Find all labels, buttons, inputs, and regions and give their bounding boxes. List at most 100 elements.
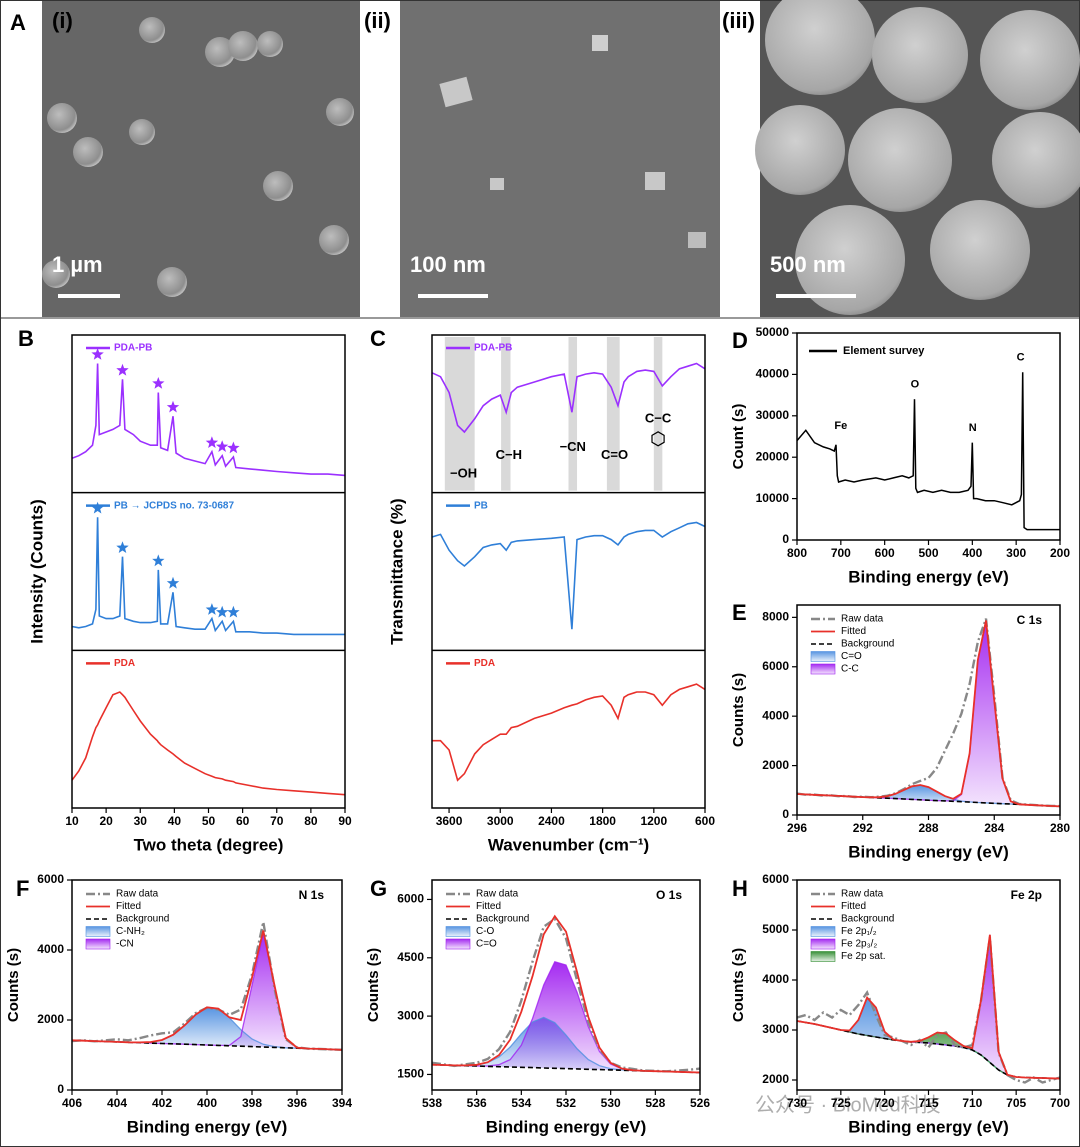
legend-label: C-NH₂ [116, 926, 145, 937]
y-tick-label: 1500 [397, 1067, 424, 1081]
particle [47, 103, 77, 133]
particle [848, 108, 952, 212]
legend-label: Element survey [843, 345, 925, 357]
highlight-band [606, 337, 620, 491]
x-tick-label: 394 [332, 1096, 352, 1110]
component-shading [797, 620, 1060, 807]
peak-marker [116, 363, 129, 376]
peak-marker [91, 348, 104, 360]
y-tick-label: 4000 [37, 942, 64, 956]
legend-label: -CN [116, 939, 134, 950]
x-axis-label: Binding energy (eV) [848, 1117, 1009, 1136]
y-tick-label: 3000 [397, 1008, 424, 1022]
x-tick-label: 526 [690, 1096, 710, 1110]
x-axis-label: Binding energy (eV) [848, 842, 1009, 861]
component-line [796, 620, 1061, 808]
panel-label: E [732, 600, 747, 625]
component-shading [797, 934, 1060, 1079]
plot-frame [71, 879, 343, 1091]
particle [872, 7, 968, 103]
series-line [431, 521, 706, 630]
x-tick-label: 538 [422, 1096, 442, 1110]
component-shading [432, 961, 700, 1073]
image-label: (i) [52, 8, 73, 33]
x-tick-label: 70 [270, 814, 284, 828]
x-tick-label: 720 [875, 1096, 895, 1110]
panel-label: D [732, 328, 748, 353]
panel-label: F [16, 876, 29, 901]
particle [139, 17, 165, 43]
legend-label: PDA-PB [114, 343, 152, 354]
x-tick-label: 40 [168, 814, 182, 828]
x-tick-label: 396 [287, 1096, 307, 1110]
spectrum-label: N 1s [299, 888, 325, 902]
scale-bar-label: 500 nm [770, 252, 846, 277]
y-tick-label: 20000 [756, 449, 790, 463]
peak-annotation: C−C [645, 410, 672, 425]
legend-swatch [810, 651, 836, 662]
x-tick-label: 20 [99, 814, 113, 828]
plot-frame [71, 334, 346, 809]
scale-bar-label: 1 µm [52, 252, 103, 277]
legend-label: Fe 2p sat. [841, 951, 885, 962]
y-tick-label: 6000 [37, 872, 64, 886]
x-tick-label: 536 [467, 1096, 487, 1110]
legend-swatch [445, 926, 471, 937]
x-tick-label: 700 [1050, 1096, 1070, 1110]
crystal [645, 172, 665, 190]
peak-annotation: C=O [601, 447, 628, 462]
y-axis-label: Count (s) [730, 404, 747, 470]
sem-image-iii: 500 nm (iii) [722, 0, 1080, 317]
legend-swatch [85, 926, 111, 937]
series-line [431, 362, 706, 434]
legend-label: PB → JCPDS no. 73-0687 [114, 500, 234, 511]
fit-line [796, 620, 1061, 808]
x-tick-label: 710 [962, 1096, 982, 1110]
peak-annotation: C [1017, 352, 1025, 364]
fit-line [431, 914, 701, 1074]
legend-swatch [810, 926, 836, 937]
particle [992, 112, 1080, 208]
legend-label: Fitted [841, 901, 866, 912]
x-tick-label: 300 [1006, 546, 1026, 560]
y-tick-label: 3000 [762, 1022, 789, 1036]
plot-frame [431, 334, 706, 809]
y-tick-label: 2000 [762, 758, 789, 772]
image-label: (iii) [722, 8, 755, 33]
particle [980, 10, 1080, 110]
scale-bar-label: 100 nm [410, 252, 486, 277]
x-tick-label: 730 [787, 1096, 807, 1110]
x-tick-label: 600 [875, 546, 895, 560]
peak-marker [166, 400, 180, 413]
x-tick-label: 30 [134, 814, 148, 828]
legend-label: Raw data [476, 889, 519, 900]
particle [73, 137, 103, 167]
legend-swatch [85, 938, 111, 950]
plot-frame [796, 604, 1061, 816]
panel-label: A [10, 10, 26, 35]
y-tick-label: 4000 [762, 972, 789, 986]
peak-marker [205, 436, 219, 448]
particle [205, 37, 235, 67]
peak-annotation: C−H [496, 447, 522, 462]
y-axis-label: Intensity (Counts) [27, 499, 46, 644]
plot-frame [796, 332, 1061, 541]
x-tick-label: 400 [962, 546, 982, 560]
crystal [490, 178, 504, 190]
legend-label: Background [841, 639, 894, 650]
y-tick-label: 2000 [762, 1072, 789, 1086]
peak-marker [152, 554, 165, 567]
peak-marker [227, 605, 240, 618]
highlight-band [501, 337, 511, 491]
component-shading [797, 785, 1060, 807]
peak-annotation: −OH [450, 466, 477, 481]
sem-background [400, 1, 720, 317]
x-tick-label: 1800 [589, 814, 616, 828]
y-tick-label: 8000 [762, 610, 789, 624]
x-tick-label: 10 [65, 814, 79, 828]
peak-annotation: Fe [834, 420, 847, 432]
legend-label: Raw data [841, 889, 884, 900]
legend-swatch [810, 663, 836, 675]
series-line [71, 363, 346, 477]
